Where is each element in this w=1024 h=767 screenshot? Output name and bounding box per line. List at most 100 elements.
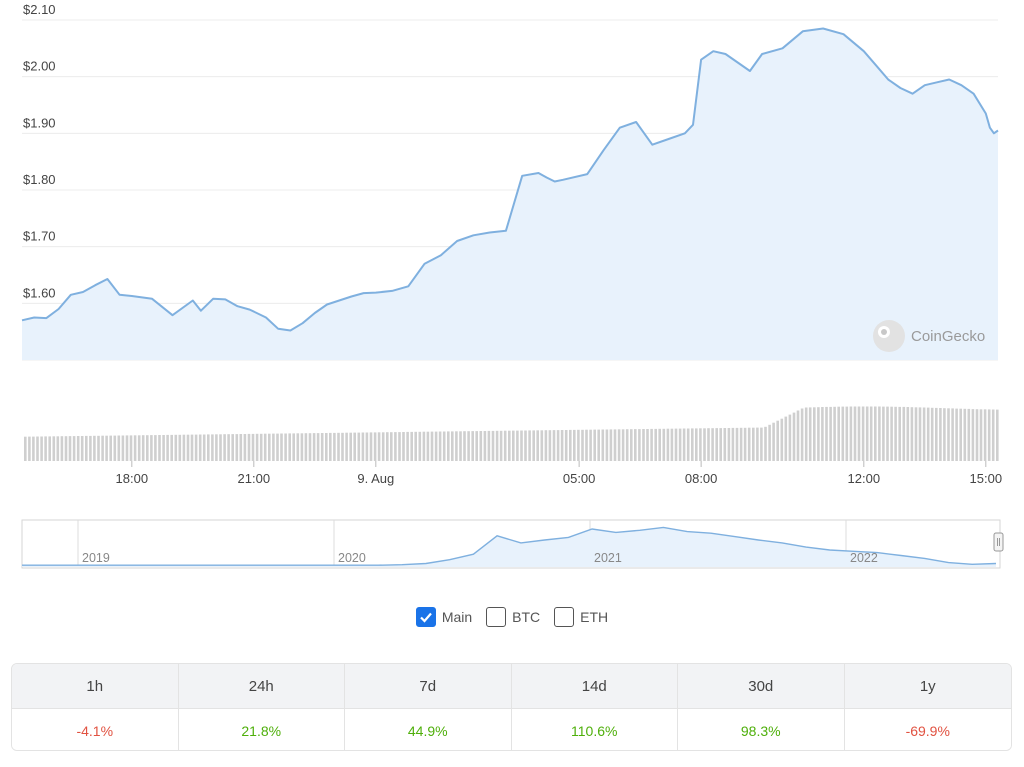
navigator-line	[22, 526, 997, 566]
volume-bar	[479, 431, 483, 461]
y-tick-label: $1.60	[23, 285, 56, 300]
volume-bar	[80, 436, 84, 461]
volume-bar	[491, 430, 495, 461]
volume-bar	[548, 430, 552, 461]
volume-bar	[320, 433, 324, 461]
volume-bar	[788, 414, 792, 461]
volume-bar	[662, 428, 666, 461]
year-label: 2020	[338, 551, 366, 565]
price-chart[interactable]: $2.10$2.00$1.90$1.80$1.70$1.60$1.50 Coin…	[0, 0, 1024, 600]
volume-bar	[825, 406, 828, 461]
volume-bar	[426, 431, 430, 461]
volume-bar	[483, 431, 487, 461]
value-14d: 110.6%	[511, 709, 678, 750]
volume-bar	[503, 430, 507, 461]
x-axis: 18:00 21:00 9. Aug 05:00 08:00 12:00 15:00	[116, 461, 1002, 486]
volume-bar	[951, 408, 954, 461]
volume-bar	[300, 433, 304, 461]
volume-bar	[813, 407, 816, 461]
volume-bar	[719, 428, 722, 461]
toggle-btc[interactable]: BTC	[486, 607, 540, 627]
volume-bar	[573, 429, 576, 461]
volume-bar	[146, 435, 149, 461]
volume-bar	[886, 406, 889, 461]
volume-bar	[707, 428, 710, 461]
gecko-pupil-icon	[881, 329, 887, 335]
volume-bar	[495, 430, 499, 461]
volume-bar	[125, 435, 129, 461]
volume-bar	[922, 407, 926, 461]
main-label: Main	[441, 609, 473, 625]
volume-bar	[674, 428, 678, 461]
volume-bar	[756, 427, 759, 461]
volume-bar	[369, 432, 373, 461]
toggle-main[interactable]: Main	[415, 607, 473, 627]
volume-bar	[833, 406, 836, 461]
volume-bar	[963, 408, 967, 461]
volume-bar	[113, 435, 117, 461]
navigator-handle[interactable]	[993, 532, 1004, 552]
volume-bar	[983, 409, 987, 461]
volume-bar	[776, 420, 779, 461]
volume-bar	[800, 408, 804, 461]
gecko-logo-icon	[873, 320, 905, 352]
volume-bar	[926, 407, 930, 461]
volume-bar	[170, 434, 173, 461]
volume-bar	[914, 407, 918, 461]
range-navigator[interactable]: 2019 2020 2021 2022	[21, 519, 1004, 569]
btc-checkbox[interactable]	[486, 607, 507, 627]
volume-bar	[849, 406, 853, 461]
volume-bar	[764, 426, 767, 461]
volume-bar	[36, 436, 39, 461]
y-tick-label: $2.10	[23, 2, 56, 17]
volume-bar	[894, 406, 897, 461]
volume-bar	[434, 431, 438, 461]
volume-bar	[40, 436, 43, 461]
volume-bar	[24, 436, 27, 461]
volume-bar	[898, 406, 901, 461]
year-label: 2021	[594, 551, 622, 565]
toggle-eth[interactable]: ETH	[554, 607, 608, 627]
volume-bar	[72, 436, 76, 461]
volume-bar	[605, 429, 609, 461]
header-1h: 1h	[12, 664, 179, 709]
volume-bar	[32, 436, 35, 461]
volume-bar	[414, 431, 417, 461]
volume-bar	[540, 430, 544, 461]
volume-bar	[784, 416, 788, 461]
volume-bar	[650, 428, 653, 461]
volume-bar	[268, 433, 271, 461]
volume-bar	[996, 409, 999, 461]
volume-bar	[796, 410, 800, 461]
volume-bar	[556, 430, 560, 461]
volume-bar	[752, 427, 755, 461]
volume-bar	[390, 432, 393, 461]
price-line[interactable]	[21, 27, 999, 332]
volume-bar	[715, 428, 718, 461]
volume-bar	[243, 434, 247, 461]
volume-bar	[186, 434, 190, 461]
volume-bar	[333, 432, 336, 461]
volume-bar	[162, 435, 165, 461]
volume-bar	[552, 430, 556, 461]
volume-bar	[939, 408, 942, 461]
btc-label: BTC	[512, 609, 541, 625]
x-tick-label: 21:00	[238, 471, 271, 486]
volume-bar	[284, 433, 287, 461]
eth-checkbox[interactable]	[554, 607, 575, 627]
volume-bar	[943, 408, 946, 461]
volume-bar	[975, 409, 979, 461]
volume-bar	[459, 431, 462, 461]
volume-bar	[630, 429, 633, 461]
volume-bar	[174, 434, 178, 461]
volume-bar	[353, 432, 356, 461]
volume-bar	[198, 434, 202, 461]
volume-bar	[76, 436, 80, 461]
volume-bar	[329, 432, 332, 461]
volume-bar	[979, 409, 983, 461]
volume-bar	[150, 435, 153, 461]
volume-bar	[597, 429, 600, 461]
year-label: 2022	[850, 551, 878, 565]
volume-bar	[296, 433, 300, 461]
main-checkbox[interactable]	[415, 607, 436, 627]
